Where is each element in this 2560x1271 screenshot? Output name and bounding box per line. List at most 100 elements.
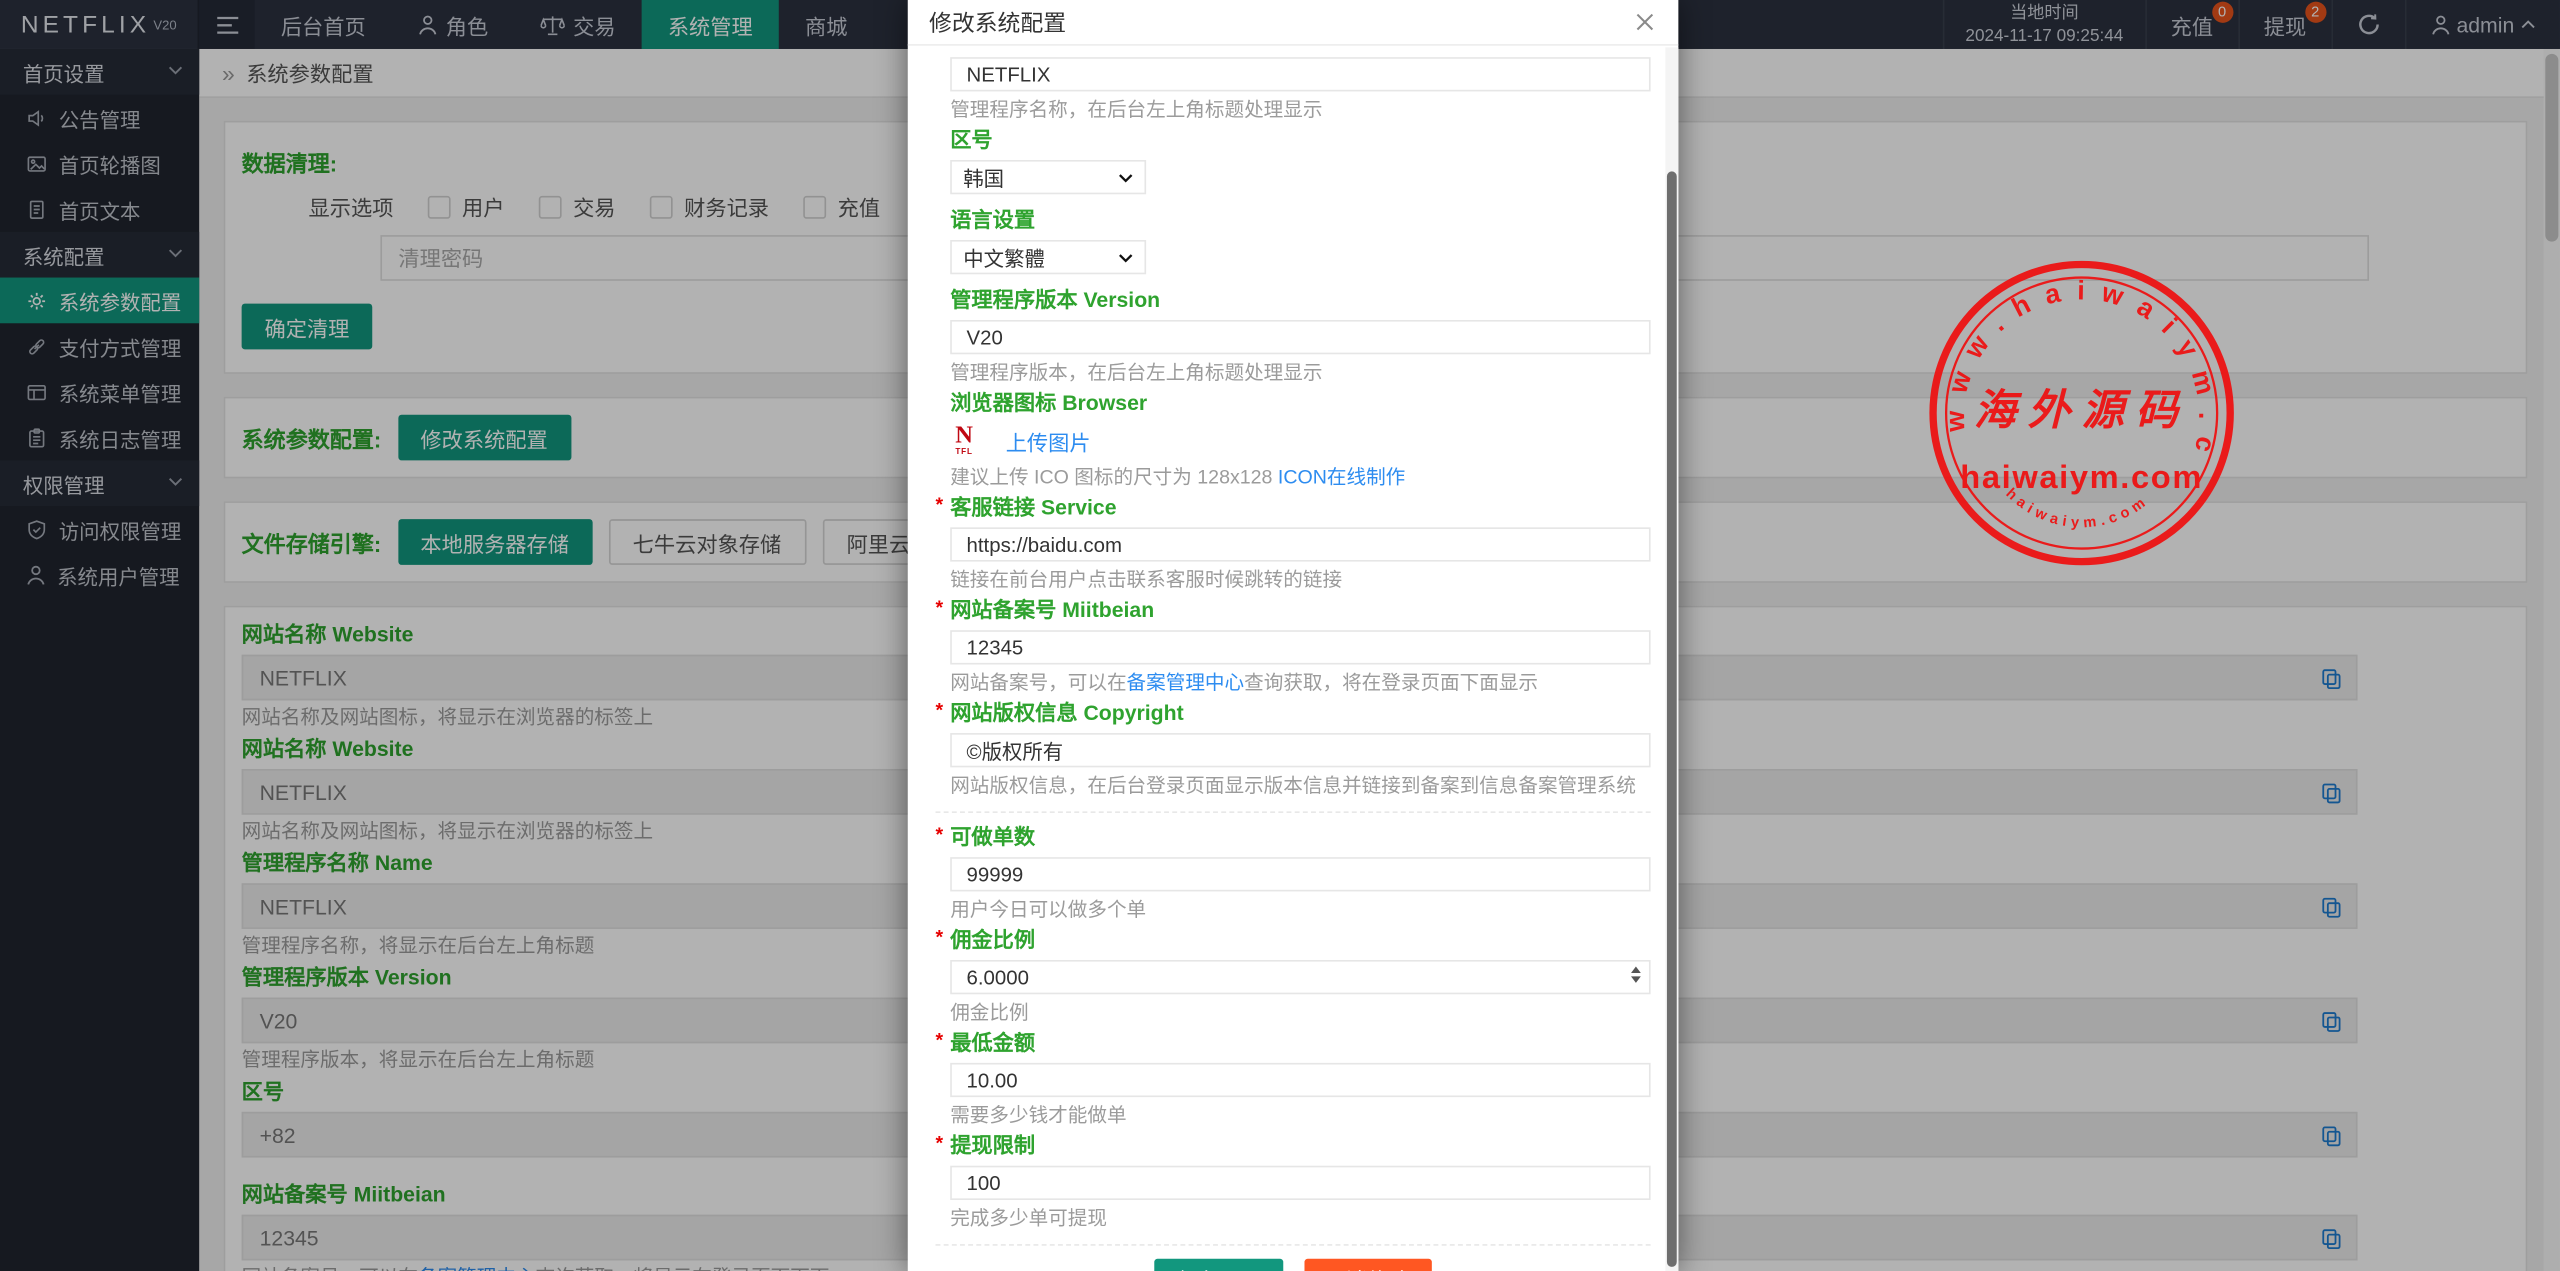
copy-icon[interactable] bbox=[2320, 1011, 2343, 1034]
upload-hint: 建议上传 ICO 图标的尺寸为 128x128 ICON在线制作 bbox=[950, 465, 1650, 489]
user-icon bbox=[26, 564, 46, 585]
copy-icon[interactable] bbox=[2320, 1228, 2343, 1251]
nav-label: 商城 bbox=[804, 13, 848, 39]
sidebar-item-system-menus[interactable]: 系统菜单管理 bbox=[0, 369, 199, 415]
copyright-input[interactable]: ©版权所有 bbox=[950, 733, 1651, 768]
nav-system-management[interactable]: 系统管理 bbox=[641, 0, 779, 49]
recharge-menu[interactable]: 充值 0 bbox=[2146, 0, 2240, 49]
logo-version: V20 bbox=[153, 17, 177, 32]
nav-label: 系统管理 bbox=[667, 13, 753, 39]
user-icon bbox=[2430, 14, 2450, 35]
copy-icon[interactable] bbox=[2320, 668, 2343, 691]
checkbox-box[interactable] bbox=[538, 195, 562, 218]
nav-roles[interactable]: 角色 bbox=[392, 0, 514, 49]
modal-scrollbar[interactable] bbox=[1665, 47, 1679, 1271]
checkbox-finance-records[interactable]: 财务记录 bbox=[649, 191, 769, 222]
divider bbox=[935, 1244, 1651, 1246]
chevron-down-icon bbox=[168, 248, 183, 258]
service-link-input[interactable]: https://baidu.com bbox=[950, 527, 1651, 562]
hamburger-menu-button[interactable] bbox=[199, 0, 255, 49]
edit-system-config-modal: 修改系统配置 NETFLIX 管理程序名称，在后台左上角标题处理显示 区号 韩国 bbox=[907, 0, 1679, 1271]
save-config-button[interactable]: 保存配置 bbox=[1155, 1258, 1283, 1271]
icon-maker-link[interactable]: ICON在线制作 bbox=[1277, 465, 1406, 489]
order-count-input[interactable]: 99999 bbox=[950, 857, 1651, 892]
close-icon[interactable] bbox=[1633, 10, 1657, 34]
storage-qiniu-button[interactable]: 七牛云对象存储 bbox=[608, 519, 806, 565]
modal-field-language: 语言设置 中文繁體 bbox=[950, 208, 1650, 275]
checkbox-users[interactable]: 用户 bbox=[427, 191, 505, 222]
favicon-thumbnail[interactable]: N TFL bbox=[950, 423, 978, 459]
version-input[interactable]: V20 bbox=[950, 319, 1651, 355]
sidebar-item-payment-methods[interactable]: 支付方式管理 bbox=[0, 323, 199, 369]
storage-engine-label: 文件存储引擎: bbox=[241, 532, 382, 557]
user-menu[interactable]: admin bbox=[2406, 0, 2560, 49]
sidebar-item-access-permissions[interactable]: 访问权限管理 bbox=[0, 506, 199, 552]
nav-mall[interactable]: 商城 bbox=[779, 0, 874, 49]
sidebar-item-system-users[interactable]: 系统用户管理 bbox=[0, 552, 199, 598]
page-scrollbar-thumb[interactable] bbox=[2545, 53, 2559, 242]
number-spinner[interactable] bbox=[1631, 966, 1641, 983]
page-scrollbar[interactable] bbox=[2543, 48, 2560, 1271]
sidebar-group-home-settings[interactable]: 首页设置 bbox=[0, 48, 200, 95]
sidebar-item-home-text[interactable]: 首页文本 bbox=[0, 186, 199, 232]
nav-label: 角色 bbox=[445, 13, 489, 39]
copy-icon[interactable] bbox=[2320, 1125, 2343, 1148]
sidebar-label: 系统菜单管理 bbox=[58, 382, 182, 406]
modal-field-miitbeian: 网站备案号 Miitbeian 12345 网站备案号，可以在备案管理中心查询获… bbox=[936, 596, 1651, 694]
main-nav: 后台首页 角色 交易 系统管理 商城 bbox=[255, 0, 874, 49]
hint-text: 建议上传 ICO 图标的尺寸为 128x128 bbox=[950, 465, 1278, 489]
checkbox-label: 用户 bbox=[462, 195, 505, 221]
layout-icon bbox=[26, 381, 47, 402]
upload-image-link[interactable]: 上传图片 bbox=[1005, 430, 1091, 455]
sidebar-label: 首页设置 bbox=[22, 62, 105, 86]
chevron-down-icon bbox=[1119, 253, 1133, 262]
checkbox-box[interactable] bbox=[649, 195, 673, 218]
sidebar: 首页设置 公告管理 首页轮播图 首页文本 系统配置 系统参数配置 支付方式管理 bbox=[0, 48, 200, 1271]
field-desc: 用户今日可以做多个单 bbox=[950, 897, 1147, 921]
upload-row: N TFL 上传图片 bbox=[950, 423, 1650, 459]
area-code-select[interactable]: 韩国 bbox=[950, 159, 1147, 195]
min-amount-input[interactable]: 10.00 bbox=[950, 1062, 1651, 1098]
checkbox-recharge[interactable]: 充值 bbox=[803, 191, 880, 222]
checkbox-label: 交易 bbox=[573, 195, 616, 221]
app-name-input[interactable]: NETFLIX bbox=[950, 57, 1651, 92]
refresh-button[interactable] bbox=[2332, 0, 2406, 49]
cancel-edit-button[interactable]: 取消修改 bbox=[1303, 1258, 1432, 1271]
beian-center-link[interactable]: 备案管理中心 bbox=[418, 1265, 536, 1271]
input-value: V20 bbox=[966, 325, 1003, 349]
modal-scrollbar-thumb[interactable] bbox=[1666, 171, 1677, 1267]
breadcrumb-arrow: » bbox=[222, 59, 235, 86]
sidebar-item-announcement[interactable]: 公告管理 bbox=[0, 95, 199, 141]
field-desc: 管理程序版本，在后台左上角标题处理显示 bbox=[950, 360, 1323, 384]
desc-text: 查询获取，将在登录页面下面显示 bbox=[1244, 671, 1539, 694]
sidebar-label: 访问权限管理 bbox=[58, 519, 182, 543]
commission-rate-input[interactable]: 6.0000 bbox=[950, 959, 1651, 995]
copy-icon[interactable] bbox=[2320, 782, 2343, 805]
miitbeian-input[interactable]: 12345 bbox=[950, 630, 1651, 665]
field-value: 12345 bbox=[259, 1225, 319, 1250]
copy-icon[interactable] bbox=[2320, 896, 2343, 919]
checkbox-box[interactable] bbox=[427, 195, 451, 218]
gear-icon bbox=[26, 290, 47, 311]
sidebar-group-system-config[interactable]: 系统配置 bbox=[0, 231, 200, 278]
withdraw-limit-input[interactable]: 100 bbox=[950, 1165, 1651, 1200]
desc-text: 查询获取，将显示在登录页面下面 bbox=[536, 1265, 830, 1271]
language-select[interactable]: 中文繁體 bbox=[950, 239, 1147, 275]
withdraw-menu[interactable]: 提现 2 bbox=[2239, 0, 2333, 49]
field-label: 佣金比例 bbox=[936, 926, 1650, 952]
checkbox-box[interactable] bbox=[803, 195, 827, 218]
nav-trade[interactable]: 交易 bbox=[514, 0, 641, 49]
confirm-cleanup-button[interactable]: 确定清理 bbox=[241, 303, 373, 350]
cleanup-title: 数据清理: bbox=[241, 151, 338, 177]
beian-center-link[interactable]: 备案管理中心 bbox=[1126, 671, 1245, 694]
input-value: 100 bbox=[966, 1171, 1001, 1195]
nav-dashboard[interactable]: 后台首页 bbox=[255, 0, 392, 49]
sidebar-label: 权限管理 bbox=[22, 474, 105, 498]
checkbox-trades[interactable]: 交易 bbox=[538, 191, 616, 222]
edit-system-config-button[interactable]: 修改系统配置 bbox=[397, 414, 571, 461]
sidebar-item-system-params[interactable]: 系统参数配置 bbox=[0, 277, 200, 324]
sidebar-item-carousel[interactable]: 首页轮播图 bbox=[0, 140, 199, 186]
sidebar-item-system-logs[interactable]: 系统日志管理 bbox=[0, 415, 199, 461]
storage-local-button[interactable]: 本地服务器存储 bbox=[397, 519, 592, 565]
sidebar-group-permissions[interactable]: 权限管理 bbox=[0, 460, 200, 507]
